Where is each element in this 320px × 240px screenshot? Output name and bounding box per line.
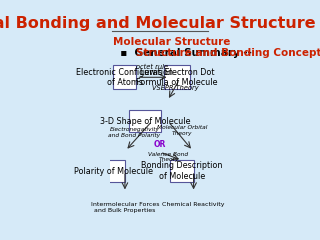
- Text: Polarity of Molecule: Polarity of Molecule: [74, 167, 153, 175]
- FancyBboxPatch shape: [102, 160, 125, 182]
- FancyBboxPatch shape: [113, 66, 136, 89]
- Text: Electronic Configuration
of Atoms: Electronic Configuration of Atoms: [76, 68, 173, 87]
- FancyBboxPatch shape: [164, 66, 190, 89]
- FancyBboxPatch shape: [170, 160, 194, 182]
- Text: octet rule: octet rule: [136, 64, 169, 70]
- Text: Valence Bond
Theory: Valence Bond Theory: [148, 151, 188, 162]
- Text: 3-D Shape of Molecule: 3-D Shape of Molecule: [100, 117, 190, 126]
- Text: Structure and Bonding Concepts: Structure and Bonding Concepts: [136, 48, 320, 58]
- Text: Molecular Structure: Molecular Structure: [113, 37, 230, 47]
- Text: Chemical Bonding and Molecular Structure (Ch. 10): Chemical Bonding and Molecular Structure…: [0, 16, 320, 31]
- Text: Bonding Description
of Molecule: Bonding Description of Molecule: [141, 161, 223, 181]
- Text: Electronegativity
and Bond Polarity: Electronegativity and Bond Polarity: [108, 127, 161, 138]
- Text: Molecular Orbital
Theory: Molecular Orbital Theory: [157, 125, 207, 136]
- Text: VSEPR Theory: VSEPR Theory: [152, 85, 199, 91]
- Text: OR: OR: [154, 140, 166, 150]
- Text: Lewis Electron Dot
Formula of Molecule: Lewis Electron Dot Formula of Molecule: [136, 68, 218, 87]
- Text: Intermolecular Forces
and Bulk Properties: Intermolecular Forces and Bulk Propertie…: [91, 202, 159, 213]
- FancyBboxPatch shape: [129, 110, 161, 132]
- Text: ▪  General Summary --: ▪ General Summary --: [113, 48, 255, 58]
- Text: Chemical Reactivity: Chemical Reactivity: [162, 202, 225, 207]
